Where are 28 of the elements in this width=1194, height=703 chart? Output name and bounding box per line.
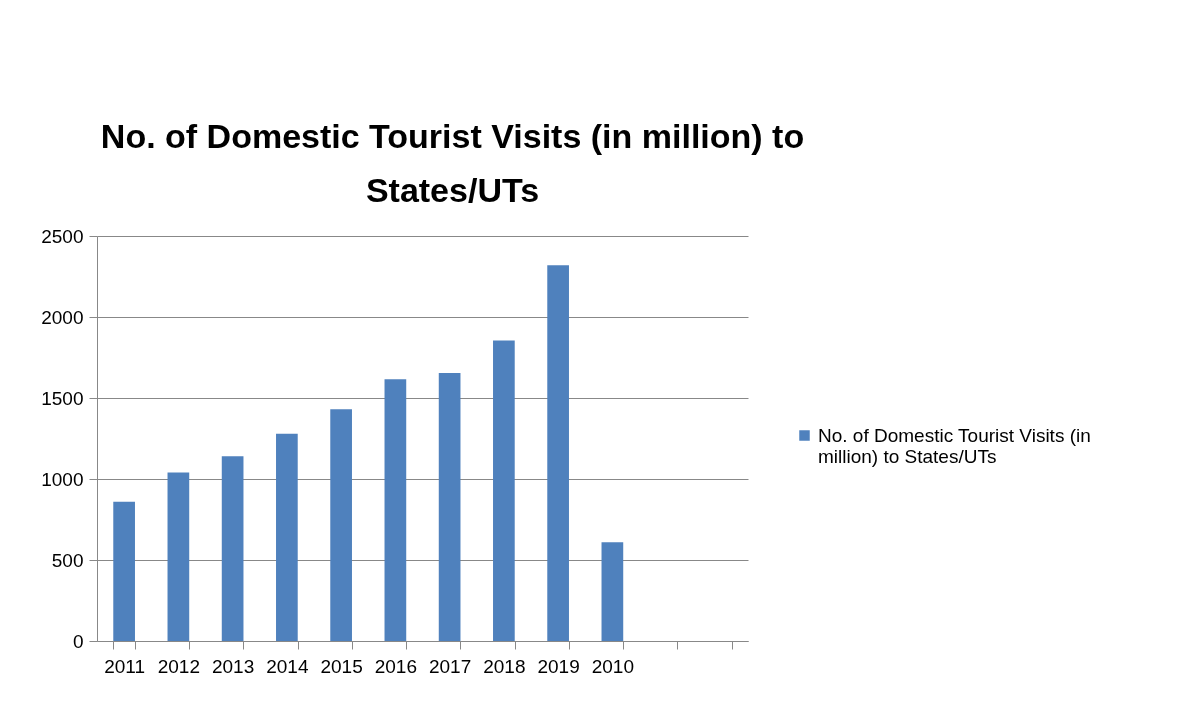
- bar: [113, 501, 135, 641]
- x-tick-label: 2019: [537, 655, 580, 677]
- bar: [276, 433, 298, 641]
- y-tick-label: 1500: [41, 387, 84, 409]
- x-tick-label: 2011: [104, 655, 146, 677]
- y-tick-label: 2500: [41, 225, 84, 247]
- y-tick-label: 0: [72, 630, 84, 652]
- x-tick-label: 2013: [211, 655, 255, 677]
- x-tick-label: 2015: [320, 655, 363, 677]
- bar: [601, 542, 624, 641]
- chart-title: No. of Domestic Tourist Visits (in million) to States/UTs: [100, 117, 805, 209]
- x-tick-label: 2018: [483, 655, 526, 677]
- bar: [167, 472, 190, 641]
- bar: [547, 265, 569, 641]
- x-tick-label: 2010: [591, 655, 635, 677]
- x-tick-label: 2012: [157, 655, 201, 677]
- y-tick-label: 2000: [41, 306, 84, 328]
- x-tick-label: 2016: [374, 655, 418, 677]
- y-tick-label: 1000: [41, 468, 84, 490]
- bar: [221, 456, 244, 641]
- bar: [493, 340, 515, 641]
- x-tick-label: 2014: [266, 655, 309, 677]
- bar: [384, 379, 407, 641]
- y-tick-label: 500: [51, 549, 84, 571]
- bar: [330, 409, 352, 641]
- bar: [438, 372, 461, 641]
- legend-label: No. of Domestic Tourist Visits (in million) to States/UTs: [818, 424, 1091, 467]
- x-tick-label: 2017: [428, 655, 472, 677]
